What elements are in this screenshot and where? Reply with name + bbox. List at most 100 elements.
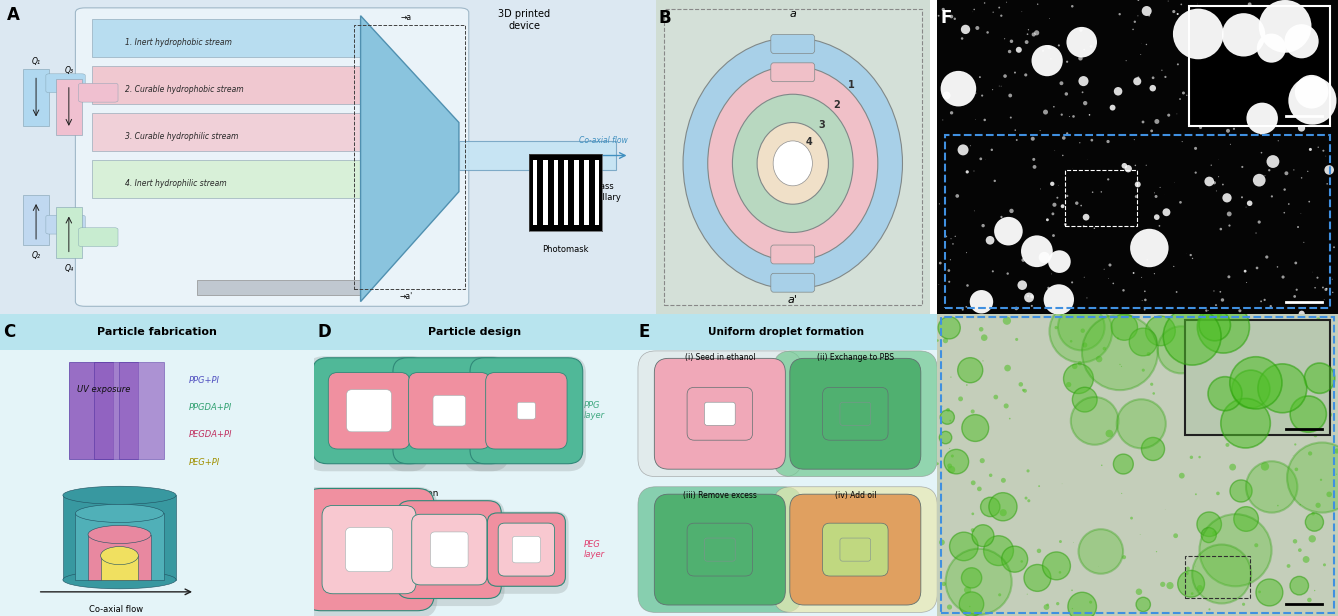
Point — [1084, 416, 1105, 426]
Point — [1026, 246, 1048, 256]
Point — [1260, 301, 1282, 311]
Point — [1314, 98, 1335, 108]
Point — [1143, 389, 1164, 399]
Point — [955, 248, 977, 257]
Point — [1167, 9, 1188, 19]
Point — [971, 91, 993, 100]
Point — [1322, 288, 1338, 298]
Point — [1235, 266, 1256, 276]
Point — [962, 407, 983, 416]
Point — [1028, 0, 1049, 9]
Text: E: E — [638, 323, 650, 341]
Point — [974, 333, 995, 342]
Point — [1113, 161, 1135, 171]
Point — [1145, 192, 1167, 201]
Point — [941, 464, 962, 474]
Point — [1037, 55, 1058, 65]
Point — [1058, 111, 1080, 121]
Point — [1298, 409, 1319, 419]
Point — [1052, 150, 1073, 160]
FancyBboxPatch shape — [23, 69, 50, 126]
Ellipse shape — [75, 505, 163, 522]
Text: 3. Curable hydrophilic stream: 3. Curable hydrophilic stream — [124, 132, 238, 141]
Point — [935, 432, 957, 442]
Point — [1286, 285, 1307, 294]
FancyBboxPatch shape — [100, 556, 138, 580]
Point — [1318, 395, 1338, 405]
FancyBboxPatch shape — [79, 83, 118, 102]
Point — [1157, 110, 1179, 120]
Point — [1305, 431, 1326, 440]
Point — [938, 405, 959, 415]
Point — [999, 91, 1021, 100]
Point — [1021, 301, 1042, 311]
Point — [1242, 78, 1263, 87]
FancyBboxPatch shape — [313, 358, 425, 464]
Point — [927, 336, 949, 346]
FancyBboxPatch shape — [393, 358, 506, 464]
Point — [938, 277, 959, 286]
Point — [1204, 529, 1226, 538]
Point — [1123, 268, 1144, 278]
Point — [973, 221, 994, 230]
Point — [939, 461, 961, 471]
Point — [1286, 61, 1307, 71]
Point — [963, 166, 985, 176]
Point — [942, 239, 963, 249]
Point — [1052, 110, 1073, 120]
Point — [1165, 531, 1187, 541]
FancyBboxPatch shape — [88, 535, 151, 580]
Point — [965, 423, 986, 433]
Text: Uniform droplet formation: Uniform droplet formation — [708, 327, 864, 337]
Point — [1196, 306, 1218, 315]
Point — [1315, 151, 1337, 161]
Point — [1127, 179, 1148, 189]
Point — [1220, 139, 1242, 149]
Point — [1042, 209, 1064, 219]
Point — [1004, 554, 1025, 564]
FancyBboxPatch shape — [688, 387, 752, 440]
Point — [1081, 136, 1103, 145]
Point — [929, 11, 950, 21]
Point — [1041, 269, 1062, 279]
Point — [1260, 482, 1282, 492]
Point — [1149, 221, 1171, 231]
Point — [1013, 385, 1034, 395]
Point — [1212, 322, 1234, 332]
Point — [1044, 102, 1065, 111]
Text: a: a — [789, 9, 796, 20]
Point — [1206, 300, 1227, 310]
Point — [1181, 26, 1203, 36]
FancyBboxPatch shape — [45, 74, 86, 92]
Point — [1176, 569, 1198, 578]
Point — [1054, 219, 1076, 229]
Point — [1187, 0, 1208, 9]
Point — [1029, 481, 1050, 491]
Point — [990, 10, 1012, 20]
Point — [1299, 10, 1321, 20]
Text: (iv) Add oil: (iv) Add oil — [835, 491, 876, 500]
Point — [975, 155, 997, 164]
Point — [1248, 217, 1270, 227]
Point — [1149, 182, 1171, 192]
Point — [1171, 0, 1192, 9]
Point — [1267, 136, 1288, 146]
Point — [1034, 107, 1056, 117]
Point — [1212, 180, 1234, 190]
Point — [1189, 123, 1211, 132]
Point — [1090, 460, 1112, 470]
Point — [937, 412, 958, 422]
Point — [1149, 326, 1171, 336]
FancyBboxPatch shape — [638, 351, 801, 477]
Point — [1006, 334, 1028, 344]
FancyBboxPatch shape — [664, 9, 922, 305]
Point — [1207, 334, 1228, 344]
Point — [997, 363, 1018, 373]
Point — [1135, 286, 1156, 296]
FancyBboxPatch shape — [840, 402, 871, 425]
Point — [945, 14, 966, 23]
Point — [1207, 488, 1228, 498]
Point — [1302, 405, 1323, 415]
Point — [1050, 537, 1072, 546]
FancyBboxPatch shape — [75, 8, 468, 306]
